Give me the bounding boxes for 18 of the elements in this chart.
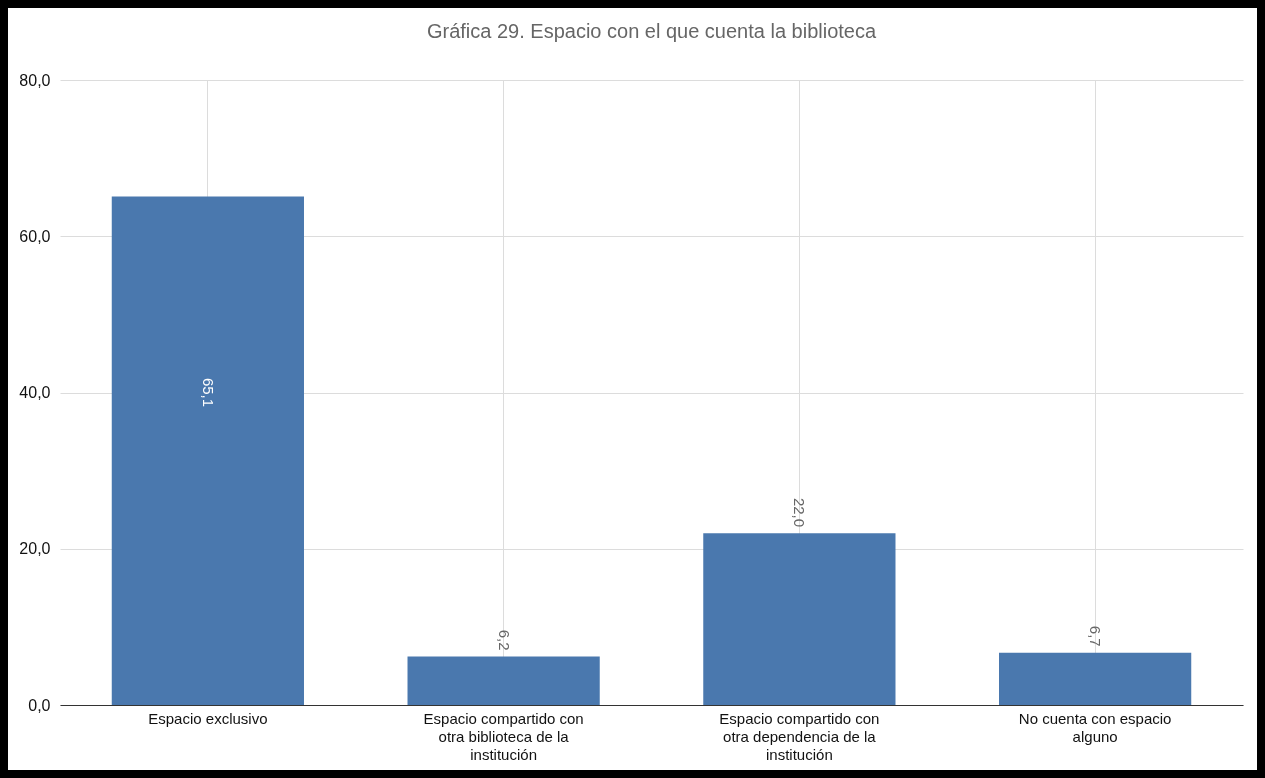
- y-tick-label: 0,0: [28, 696, 51, 714]
- bar: [407, 656, 600, 705]
- x-tick-label: Espacio compartido con otra dependencia de la institución: [719, 709, 880, 763]
- data-label: 22,0: [791, 497, 809, 528]
- y-tick-label: 60,0: [19, 227, 51, 245]
- y-tick-label: 20,0: [19, 540, 51, 558]
- x-tick-label: Espacio compartido con otra biblioteca de la institución: [423, 709, 584, 763]
- y-tick-label: 80,0: [19, 71, 51, 89]
- chart-title: Gráfica 29. Espacio con el que cuenta la biblioteca: [426, 20, 877, 42]
- data-label: 65,1: [199, 377, 217, 408]
- data-label: 6,7: [1087, 625, 1105, 647]
- x-tick-label: Espacio exclusivo: [148, 709, 268, 727]
- x-tick-label: No cuenta con espacio alguno: [1018, 709, 1172, 745]
- bar: [111, 196, 304, 705]
- bar: [999, 652, 1192, 705]
- y-tick-label: 40,0: [19, 384, 51, 401]
- data-label: 6,2: [495, 629, 513, 651]
- bar: [703, 533, 896, 705]
